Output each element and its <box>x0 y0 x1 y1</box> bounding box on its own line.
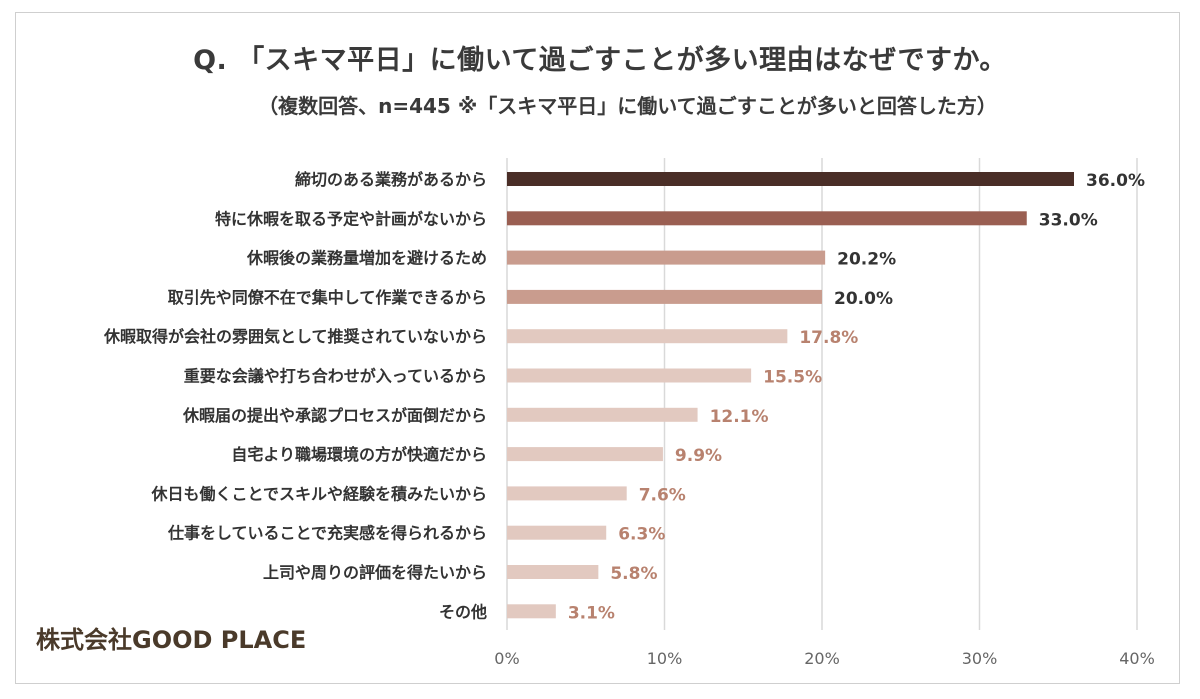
x-tick-label: 40% <box>1119 649 1155 668</box>
bar <box>507 447 663 462</box>
category-label: 特に休暇を取る予定や計画がないから <box>215 209 487 228</box>
category-label: 自宅より職場環境の方が快適だから <box>231 445 487 464</box>
gridlines <box>506 158 1138 630</box>
bar <box>507 525 607 540</box>
x-axis-ticks: 0% 10% 20% 30% 40% <box>494 649 1154 668</box>
data-label: 9.9% <box>675 446 722 466</box>
chart-subtitle: （複数回答、n=445 ※「スキマ平日」に働いて過ごすことが多いと回答した方） <box>258 94 997 118</box>
category-label: 重要な会議や打ち合わせが入っているから <box>184 367 487 386</box>
category-labels: 締切のある業務があるから特に休暇を取る予定や計画がないから休暇後の業務量増加を避… <box>103 170 487 621</box>
bar <box>507 368 752 383</box>
category-label: 締切のある業務があるから <box>295 170 487 189</box>
bar <box>507 407 698 422</box>
chart-title: Q. 「スキマ平日」に働いて過ごすことが多い理由はなぜですか。 <box>193 45 1007 76</box>
value-labels: 36.0% 33.0% 20.2% 20.0% 17.8% 15.5% 12.1% 9.9% 7… <box>568 171 1145 623</box>
data-label: 7.6% <box>639 485 686 505</box>
category-label: 休日も働くことでスキルや経験を積みたいから <box>150 484 487 503</box>
bars <box>507 172 1074 619</box>
bar <box>507 250 826 265</box>
data-label: 36.0% <box>1086 171 1145 191</box>
x-tick-label: 20% <box>804 649 840 668</box>
x-tick-label: 0% <box>494 649 519 668</box>
data-label: 15.5% <box>763 368 822 388</box>
data-label: 6.3% <box>618 525 665 545</box>
bar <box>507 329 788 344</box>
bar <box>507 486 627 501</box>
data-label: 20.2% <box>837 250 896 270</box>
data-label: 3.1% <box>568 603 615 623</box>
data-label: 20.0% <box>834 289 893 309</box>
category-label: 休暇取得が会社の雰囲気として推奨されていないから <box>103 327 487 346</box>
bar <box>507 565 599 579</box>
data-label: 17.8% <box>799 328 858 348</box>
category-label: 取引先や同僚不在で集中して作業できるから <box>168 288 487 307</box>
bar <box>507 211 1027 226</box>
data-label: 12.1% <box>710 407 769 427</box>
category-label: 上司や周りの評価を得たいから <box>263 563 487 582</box>
bar <box>507 172 1074 186</box>
category-label: 仕事をしていることで充実感を得られるから <box>167 524 487 543</box>
bar <box>507 289 822 304</box>
company-name: 株式会社GOOD PLACE <box>36 626 307 654</box>
data-label: 33.0% <box>1039 210 1098 230</box>
category-label: 休暇届の提出や承認プロセスが面倒だから <box>182 406 487 425</box>
category-label: 休暇後の業務量増加を避けるため <box>246 249 487 268</box>
data-label: 5.8% <box>610 564 657 584</box>
x-tick-label: 30% <box>962 649 998 668</box>
bar <box>507 604 556 619</box>
category-label: その他 <box>439 602 487 621</box>
x-tick-label: 10% <box>647 649 683 668</box>
